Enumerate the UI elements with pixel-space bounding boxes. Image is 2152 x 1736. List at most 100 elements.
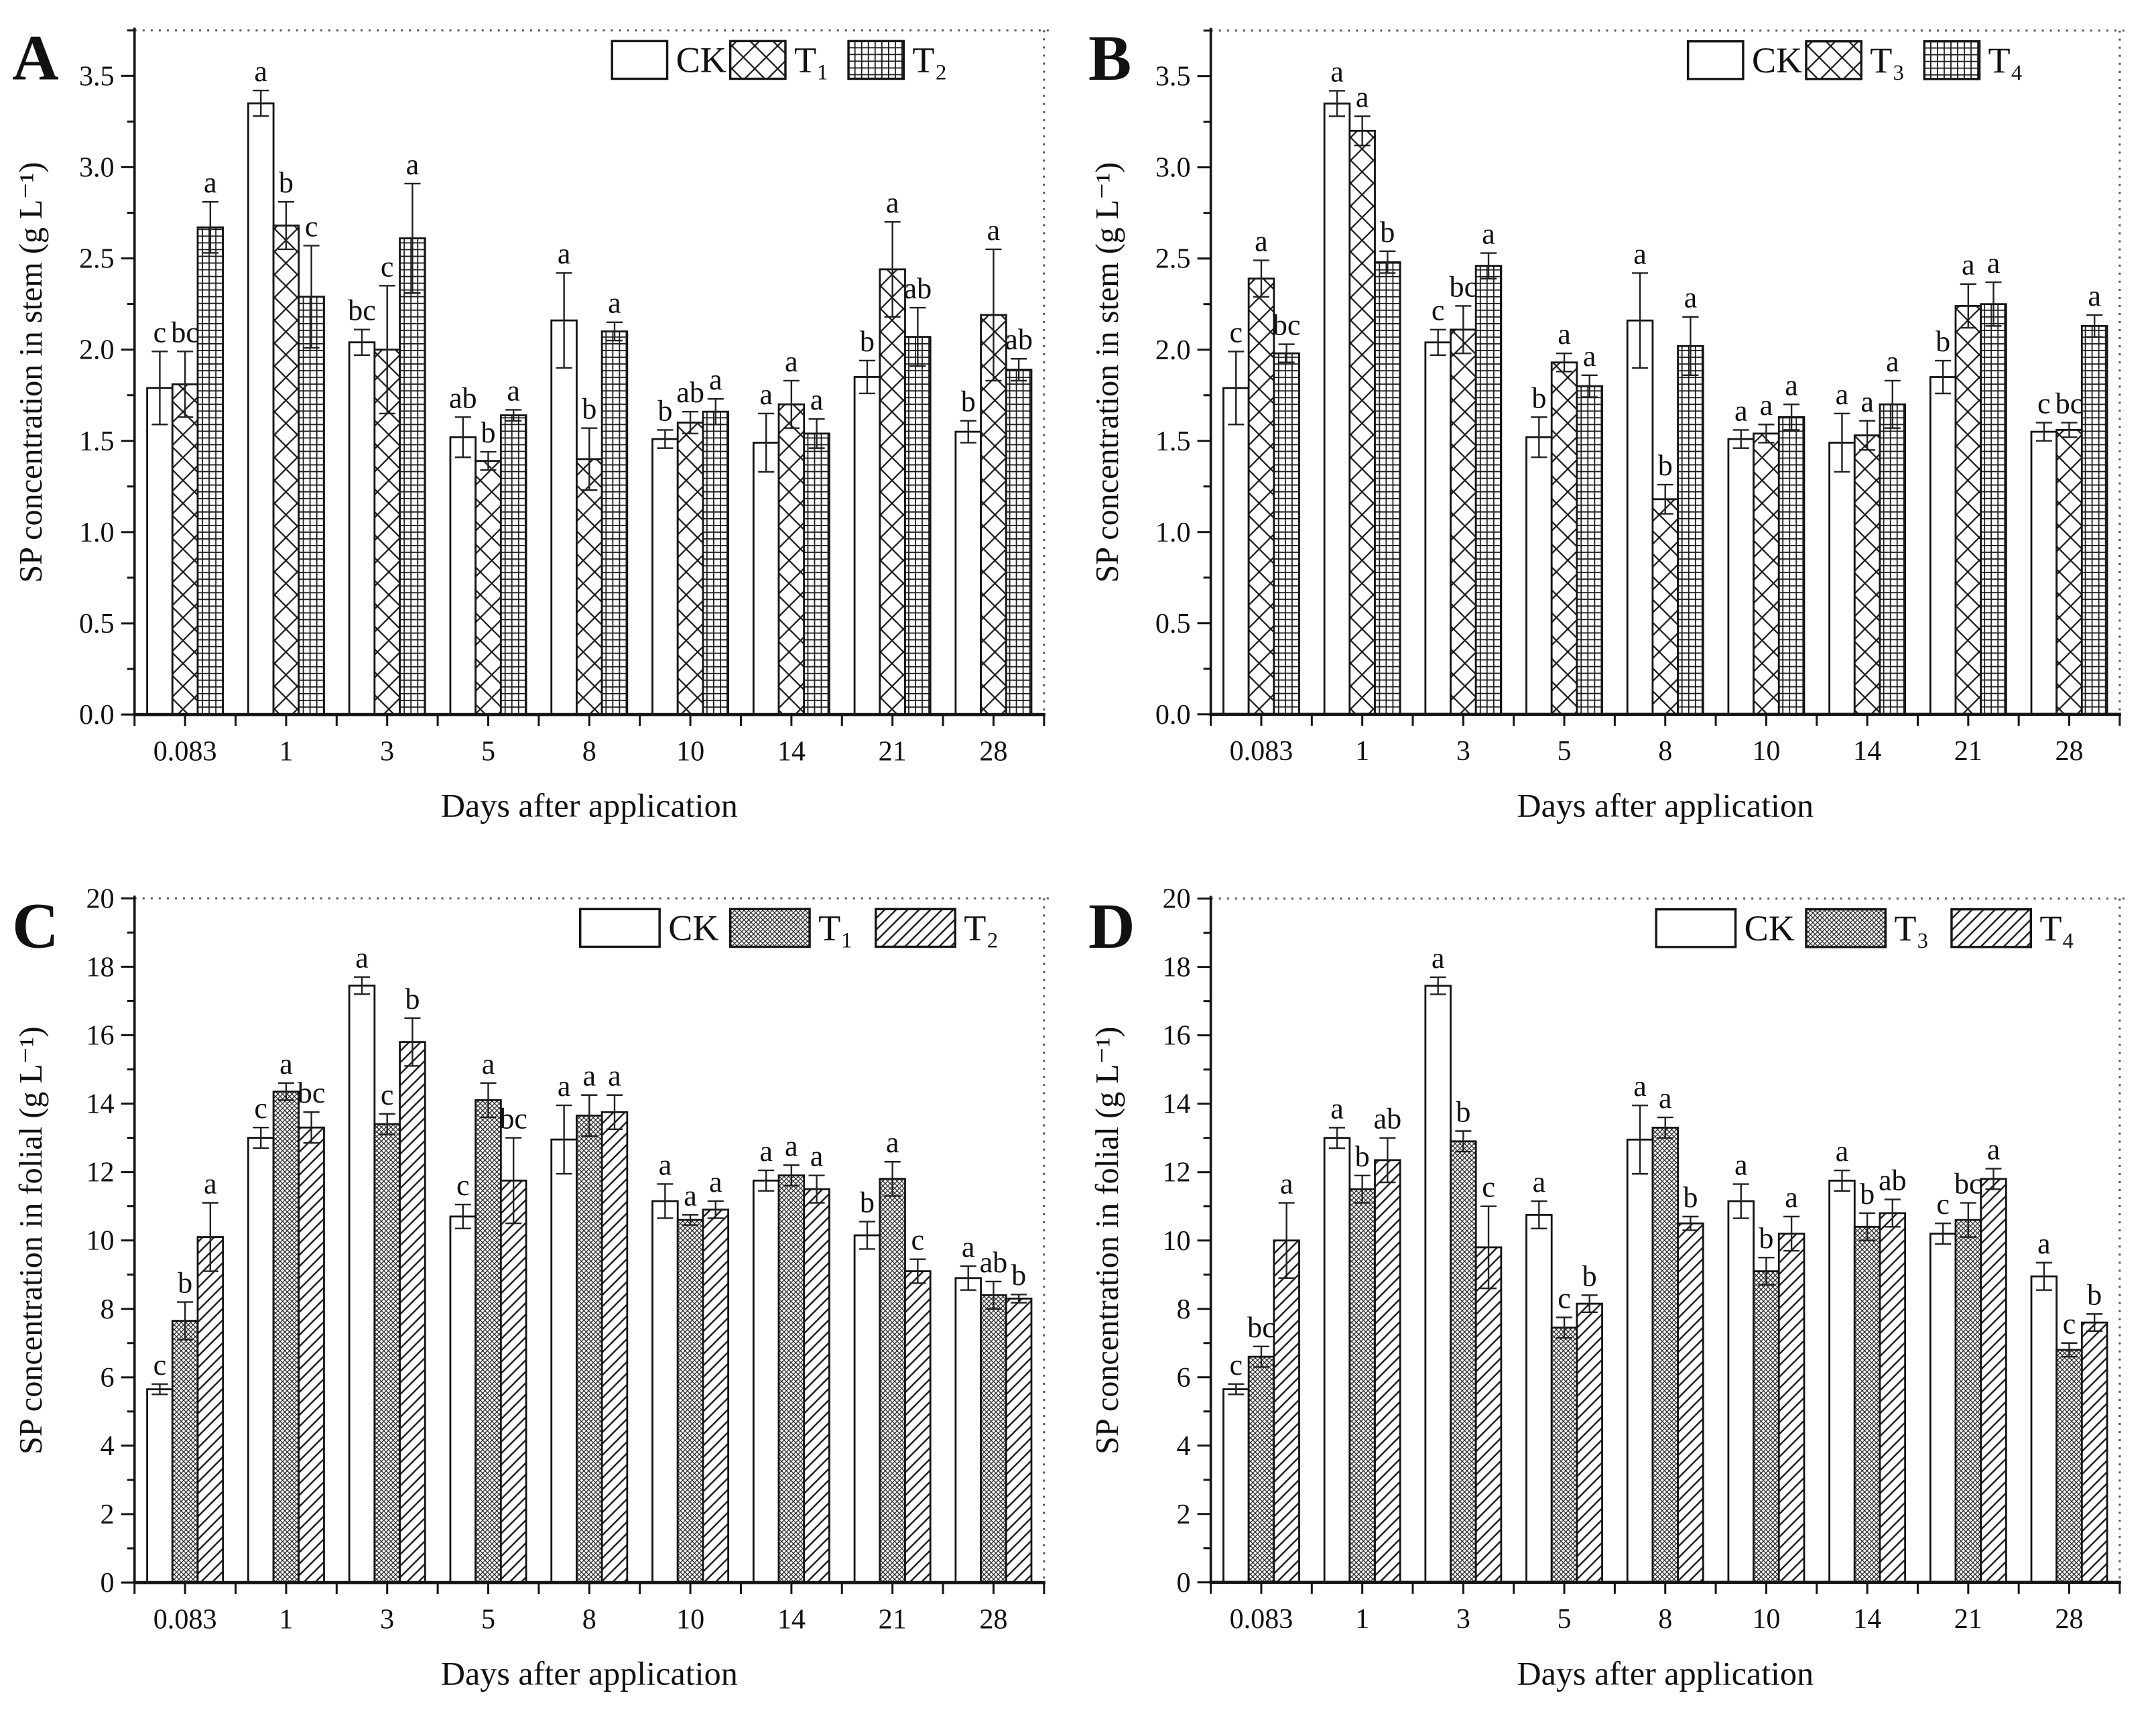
x-tick-label: 28 [2055,735,2083,767]
y-tick-label: 6 [101,1362,115,1393]
sig-letter: a [608,1060,621,1093]
y-tick-label: 16 [86,1019,114,1051]
legend-swatch [1950,908,2033,948]
y-tick-label: 3.0 [1155,152,1191,184]
sig-letter: b [481,416,495,449]
error-bar [480,450,497,471]
error-bar [202,1202,218,1272]
y-tick-label: 1.0 [79,517,115,548]
error-bar [253,1127,269,1150]
sig-letter: a [1760,389,1773,422]
x-tick-label: 28 [2055,1603,2083,1635]
y-tick-label: 18 [86,951,114,983]
bar [1853,434,1881,716]
sig-letter: c [1432,294,1445,327]
bar [348,984,376,1584]
sig-letter: bc [1954,1168,1982,1200]
sig-letter: ab [980,1246,1008,1279]
error-bar [1985,1168,2002,1190]
error-bar [859,359,875,395]
bar [1651,1126,1679,1584]
error-bar [884,1161,901,1197]
bar [1677,1222,1704,1584]
error-bar [1682,1215,1699,1231]
sig-letter: a [1330,55,1344,88]
y-tick-label: 3.5 [1155,61,1191,92]
error-bar [1960,283,1976,329]
sig-letter: a [1785,369,1798,401]
sig-letter: a [254,55,267,88]
error-bar [1581,1294,1598,1314]
sig-letter: bc [1273,309,1301,342]
error-bar [1657,1116,1673,1139]
x-tick-label: 21 [1954,1603,1982,1635]
error-bar [2035,1261,2052,1291]
bar [550,319,578,716]
error-bar [1682,316,1699,376]
y-tick-label: 2 [101,1499,115,1530]
error-bar [884,221,901,318]
bar [399,237,426,716]
sig-letter: a [709,363,722,396]
sig-letter: b [1456,1095,1470,1128]
error-bar [985,248,1002,382]
x-tick-label: 10 [676,1603,704,1635]
sig-letter: a [204,166,217,199]
sig-letter: ab [449,381,477,414]
sig-letter: a [759,1135,773,1168]
bar [1777,1233,1806,1584]
y-tick-label: 0 [1176,1567,1190,1599]
sig-letter: a [1734,394,1748,427]
x-tick-label: 5 [1558,1603,1572,1635]
error-bar [1011,1294,1027,1304]
x-tick-label: 10 [676,735,704,767]
legend-swatch [1923,40,1981,80]
sig-letter: b [582,393,596,426]
sig-letter: bc [171,316,199,349]
x-tick-label: 3 [1456,1603,1470,1635]
y-tick-label: 0 [101,1567,115,1599]
sig-letter: c [1558,1282,1571,1314]
bar [449,436,477,716]
x-ticks [133,715,1046,727]
panel-a: c a bc ab a b a b b bc b c b b ab a a a a c a a a a a ab ab 0.0 0.5 1… [0,0,1076,868]
error-bar [2061,1342,2078,1358]
x-tick-label: 21 [879,735,907,767]
bar [954,430,982,716]
x-tick-label: 0.083 [1230,735,1293,767]
error-bar [606,321,623,342]
bar [146,387,174,716]
sig-letter: b [178,1266,192,1299]
bar [600,330,629,716]
bar [1323,103,1351,716]
sig-letter: a [1533,1166,1546,1198]
legend-label: T₄ [2039,908,2074,948]
bar [1626,319,1654,716]
bar [1005,1298,1033,1584]
sig-letter: a [1836,1135,1849,1168]
x-tick-label: 14 [777,735,806,767]
bar [676,422,704,716]
bar [1450,328,1477,716]
error-bar [1253,1345,1270,1368]
error-bar [581,1094,598,1137]
sig-letter: a [558,1070,571,1103]
bar [651,1200,679,1584]
x-tick-label: 8 [582,1603,596,1635]
y-tick-label: 1.0 [1155,517,1191,548]
error-bar [1732,429,1749,449]
sig-letter: b [405,983,420,1015]
error-bar [556,1104,572,1175]
bar [1954,1219,1982,1584]
bar [1576,385,1603,716]
bar [1525,436,1553,716]
sig-letter: b [1683,1181,1698,1214]
error-bar [277,1082,294,1101]
sig-letter: c [153,1349,167,1381]
y-tick-label: 2.5 [79,243,115,275]
y-ticks [1197,897,1211,1584]
error-bar [808,1174,825,1204]
error-bar [1732,1183,1749,1219]
